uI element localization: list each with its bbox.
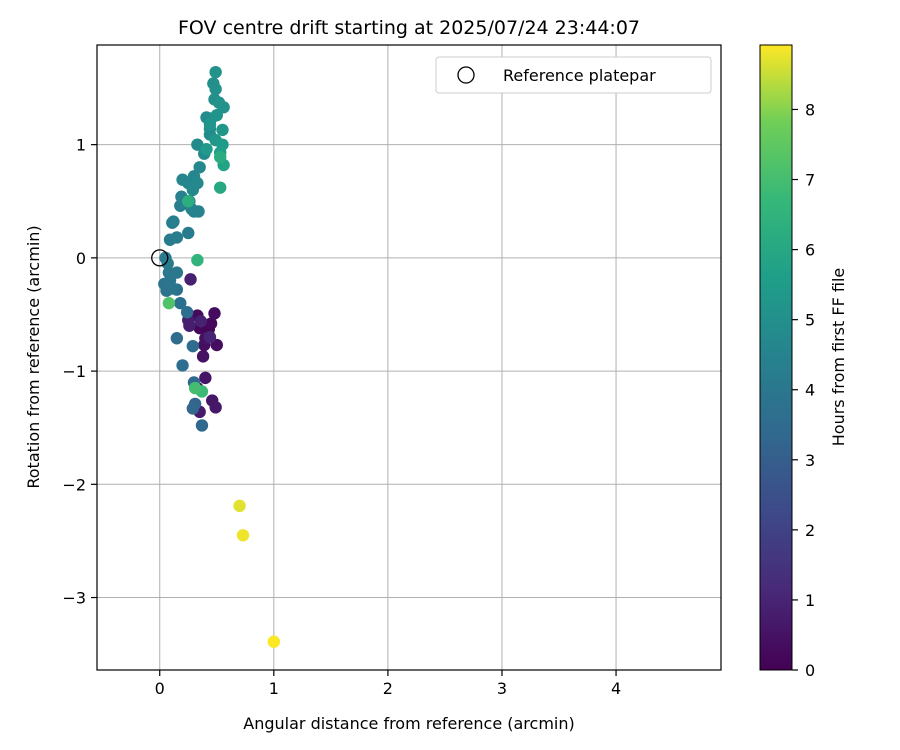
data-point xyxy=(176,359,189,372)
data-points xyxy=(158,65,281,648)
y-axis-label: Rotation from reference (arcmin) xyxy=(24,225,43,488)
data-point xyxy=(214,150,227,164)
data-point xyxy=(180,306,194,319)
data-point xyxy=(166,282,179,295)
x-tick-label: 2 xyxy=(383,679,393,698)
data-point xyxy=(209,82,222,96)
data-point xyxy=(233,499,246,513)
plot-frame xyxy=(96,44,722,671)
y-axis-ticks: −3 −2 −1 0 1 xyxy=(62,136,97,608)
grid xyxy=(97,45,721,670)
colorbar-tick-label: 0 xyxy=(805,661,815,680)
data-point xyxy=(162,266,176,279)
data-point xyxy=(194,315,208,328)
y-tick-label: −3 xyxy=(62,589,86,608)
data-point xyxy=(170,332,184,345)
colorbar-tick-label: 3 xyxy=(805,451,815,470)
plot-area xyxy=(97,45,721,670)
y-tick-label: 0 xyxy=(76,249,86,268)
colorbar: 0 1 2 3 4 5 6 7 8 Hours from first FF file xyxy=(759,44,848,680)
data-point xyxy=(209,65,222,79)
data-point xyxy=(199,371,212,385)
colorbar-ticks: 0 1 2 3 4 5 6 7 8 xyxy=(792,100,815,680)
data-point xyxy=(195,419,209,432)
x-tick-label: 0 xyxy=(155,679,165,698)
data-point xyxy=(209,401,222,414)
legend: Reference platepar xyxy=(435,56,712,94)
data-point xyxy=(183,319,196,332)
data-point xyxy=(203,330,217,344)
y-tick-label: 1 xyxy=(76,136,86,155)
x-axis-label: Angular distance from reference (arcmin) xyxy=(243,714,574,733)
data-point xyxy=(191,253,204,267)
data-point xyxy=(161,257,174,270)
data-point xyxy=(208,307,221,320)
data-point xyxy=(186,402,200,415)
data-point xyxy=(267,635,281,648)
legend-box xyxy=(435,56,712,94)
colorbar-tick-label: 2 xyxy=(805,521,815,540)
data-point xyxy=(193,161,206,174)
y-tick-label: −1 xyxy=(62,362,86,381)
data-point xyxy=(186,183,200,197)
data-point xyxy=(186,339,200,353)
x-tick-label: 1 xyxy=(269,679,279,698)
data-point xyxy=(204,317,218,330)
colorbar-tick-label: 1 xyxy=(805,591,815,610)
x-axis-ticks: 0 1 2 3 4 xyxy=(155,670,621,698)
data-point xyxy=(203,118,217,131)
colorbar-label: Hours from first FF file xyxy=(829,268,848,447)
chart-title: FOV centre drift starting at 2025/07/24 … xyxy=(178,17,640,39)
data-point xyxy=(216,123,229,137)
data-point xyxy=(174,296,187,310)
colorbar-tick-label: 4 xyxy=(805,381,815,400)
data-point xyxy=(214,181,227,194)
colorbar-gradient xyxy=(759,44,793,671)
data-point xyxy=(170,231,184,244)
data-point xyxy=(162,296,176,310)
data-point xyxy=(236,529,250,542)
colorbar-tick-label: 7 xyxy=(805,171,815,190)
colorbar-tick-label: 6 xyxy=(805,241,815,260)
colorbar-tick-label: 5 xyxy=(805,311,815,330)
legend-entry-reference: Reference platepar xyxy=(503,66,656,85)
data-point xyxy=(182,226,195,240)
colorbar-tick-label: 8 xyxy=(805,100,815,119)
data-point xyxy=(196,350,210,363)
data-point xyxy=(182,195,195,208)
data-point xyxy=(200,142,213,156)
legend-open-circle-icon xyxy=(457,66,475,84)
data-point xyxy=(188,381,202,395)
x-tick-label: 4 xyxy=(611,679,621,698)
data-point xyxy=(192,205,205,218)
data-point xyxy=(210,108,223,122)
reference-platepar-marker xyxy=(151,249,169,267)
data-point xyxy=(166,216,179,229)
reference-marker-layer xyxy=(151,249,169,267)
x-tick-label: 3 xyxy=(497,679,507,698)
data-point xyxy=(184,273,197,286)
y-tick-label: −2 xyxy=(62,475,86,494)
